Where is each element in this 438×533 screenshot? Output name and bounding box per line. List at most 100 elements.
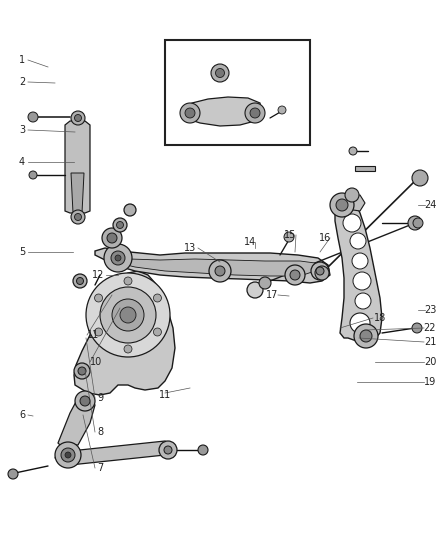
Circle shape: [245, 103, 265, 123]
Text: 12: 12: [92, 270, 104, 280]
Circle shape: [75, 391, 95, 411]
Circle shape: [29, 171, 37, 179]
Circle shape: [71, 210, 85, 224]
Text: 4: 4: [19, 157, 25, 167]
Circle shape: [259, 277, 271, 289]
Circle shape: [115, 255, 121, 261]
Circle shape: [86, 273, 170, 357]
Text: 8: 8: [97, 427, 103, 437]
Text: 20: 20: [424, 357, 436, 367]
Circle shape: [104, 244, 132, 272]
Text: 14: 14: [244, 237, 256, 247]
Circle shape: [185, 108, 195, 118]
Circle shape: [360, 330, 372, 342]
Circle shape: [211, 64, 229, 82]
Circle shape: [408, 216, 422, 230]
Circle shape: [113, 218, 127, 232]
Circle shape: [55, 442, 81, 468]
Circle shape: [107, 233, 117, 243]
Text: 13: 13: [184, 243, 196, 253]
Circle shape: [124, 204, 136, 216]
Circle shape: [61, 448, 75, 462]
Circle shape: [336, 199, 348, 211]
Circle shape: [80, 396, 90, 406]
Circle shape: [285, 265, 305, 285]
Circle shape: [412, 323, 422, 333]
Circle shape: [352, 253, 368, 269]
Circle shape: [349, 147, 357, 155]
Circle shape: [100, 287, 156, 343]
Polygon shape: [183, 97, 262, 126]
Polygon shape: [335, 198, 382, 343]
Text: 19: 19: [424, 377, 436, 387]
Circle shape: [250, 108, 260, 118]
Circle shape: [95, 328, 102, 336]
Circle shape: [345, 188, 359, 202]
Circle shape: [124, 277, 132, 285]
Circle shape: [247, 282, 263, 298]
Text: 11: 11: [87, 330, 99, 340]
Circle shape: [354, 324, 378, 348]
Text: 18: 18: [374, 313, 386, 323]
Circle shape: [413, 218, 423, 228]
Circle shape: [343, 214, 361, 232]
Text: 9: 9: [97, 393, 103, 403]
Circle shape: [350, 313, 370, 333]
Circle shape: [71, 111, 85, 125]
Polygon shape: [110, 255, 315, 276]
Text: 7: 7: [97, 463, 103, 473]
Circle shape: [95, 294, 102, 302]
Circle shape: [355, 293, 371, 309]
Text: 2: 2: [19, 77, 25, 87]
Circle shape: [159, 441, 177, 459]
Text: 6: 6: [19, 410, 25, 420]
Circle shape: [180, 103, 200, 123]
Text: 21: 21: [424, 337, 436, 347]
Text: 17: 17: [266, 290, 278, 300]
Text: 1: 1: [19, 55, 25, 65]
Polygon shape: [55, 441, 175, 465]
Circle shape: [74, 363, 90, 379]
Circle shape: [124, 345, 132, 353]
Circle shape: [74, 115, 81, 122]
Circle shape: [77, 278, 84, 285]
Polygon shape: [71, 173, 84, 213]
Circle shape: [353, 272, 371, 290]
Circle shape: [153, 328, 162, 336]
Circle shape: [311, 262, 329, 280]
Polygon shape: [65, 121, 90, 213]
Polygon shape: [336, 195, 365, 211]
Bar: [165, 40, 310, 145]
Circle shape: [153, 294, 162, 302]
Polygon shape: [355, 166, 375, 171]
Circle shape: [111, 251, 125, 265]
Text: 10: 10: [90, 357, 102, 367]
Circle shape: [74, 214, 81, 221]
Text: 3: 3: [19, 125, 25, 135]
Circle shape: [290, 270, 300, 280]
Text: 23: 23: [424, 305, 436, 315]
Circle shape: [164, 446, 172, 454]
Circle shape: [117, 222, 124, 229]
Circle shape: [78, 367, 86, 375]
Circle shape: [278, 106, 286, 114]
Circle shape: [120, 307, 136, 323]
Polygon shape: [58, 398, 95, 445]
Circle shape: [315, 266, 329, 280]
Circle shape: [73, 274, 87, 288]
Text: 22: 22: [424, 323, 436, 333]
Polygon shape: [95, 248, 330, 283]
Circle shape: [215, 69, 225, 77]
Circle shape: [8, 469, 18, 479]
Text: 11: 11: [159, 390, 171, 400]
Circle shape: [412, 170, 428, 186]
Polygon shape: [74, 271, 175, 395]
Text: 15: 15: [284, 230, 296, 240]
Circle shape: [198, 445, 208, 455]
Circle shape: [350, 233, 366, 249]
Circle shape: [209, 260, 231, 282]
Circle shape: [215, 266, 225, 276]
Circle shape: [65, 452, 71, 458]
Circle shape: [330, 193, 354, 217]
Circle shape: [28, 112, 38, 122]
